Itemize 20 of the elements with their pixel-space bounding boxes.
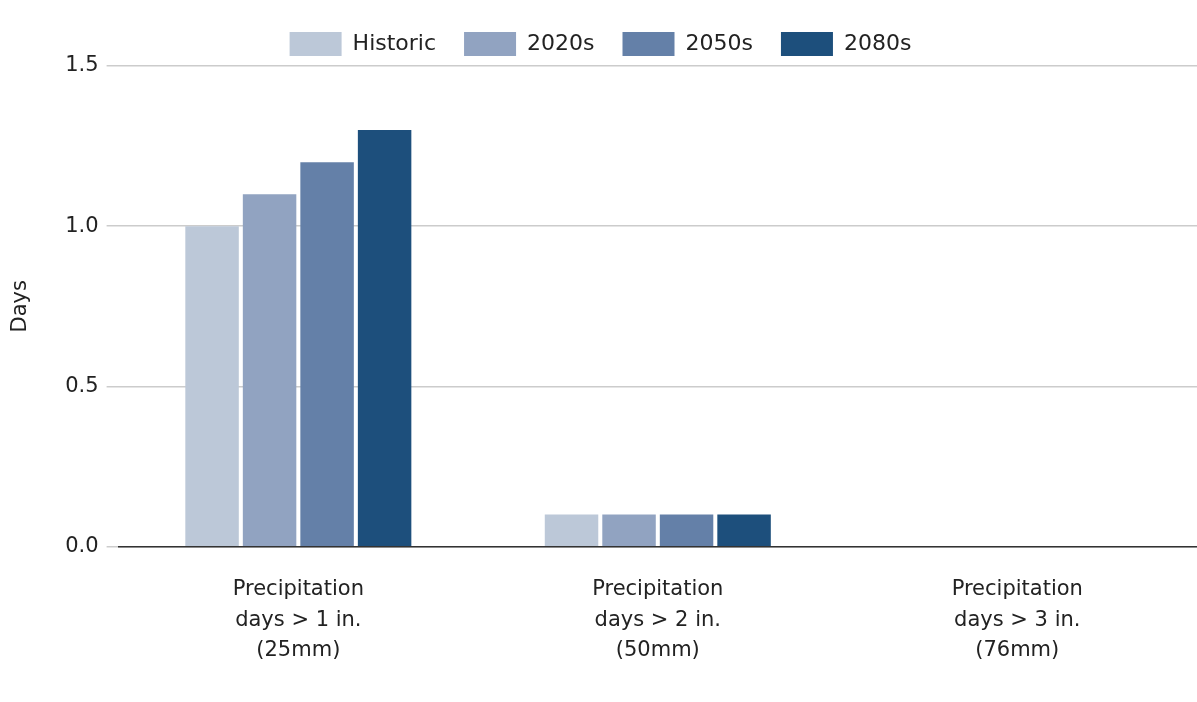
bar — [659, 514, 714, 546]
x-tick-label: Precipitation days > 2 in. (50mm) — [592, 576, 724, 662]
bar — [602, 514, 656, 546]
bar — [544, 514, 599, 546]
y-tick-label: 1.0 — [65, 212, 99, 237]
bar — [357, 130, 412, 546]
y-tick-label: 1.5 — [65, 52, 99, 77]
legend-label: 2080s — [843, 29, 912, 55]
bar — [300, 162, 354, 546]
bar — [242, 194, 297, 546]
y-tick-label: 0.5 — [65, 372, 99, 397]
x-tick-label: Precipitation days > 1 in. (25mm) — [232, 576, 364, 662]
legend-label: 2020s — [527, 29, 595, 55]
y-tick-label: 0.0 — [65, 533, 99, 558]
legend-label: 2050s — [685, 29, 753, 55]
x-tick-label: Precipitation days > 3 in. (76mm) — [951, 576, 1083, 662]
bar — [185, 226, 239, 546]
y-axis-title: Days — [7, 280, 32, 333]
bar — [717, 514, 771, 546]
legend-label: Historic — [352, 29, 437, 55]
